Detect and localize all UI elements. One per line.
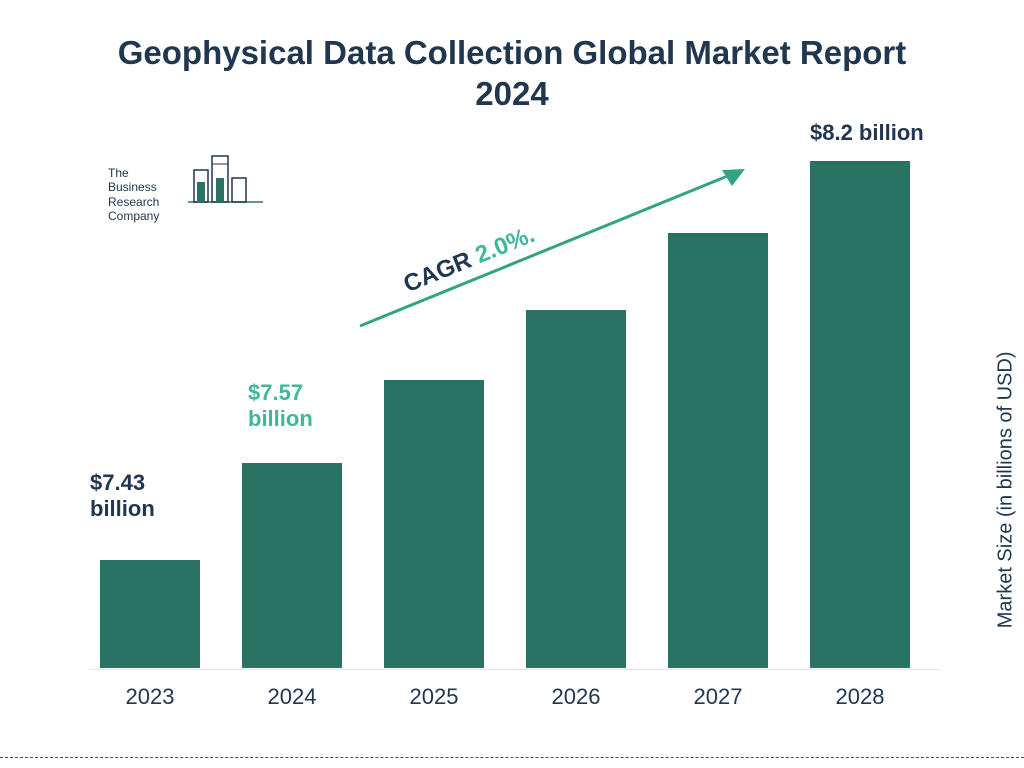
x-label-2028: 2028 [810,684,910,710]
value-label-0: $7.43billion [90,470,155,523]
bottom-dashed-border [0,757,1024,758]
bar-2024 [242,463,342,668]
chart-title: Geophysical Data Collection Global Marke… [0,32,1024,115]
value-label-2: $8.2 billion [810,120,924,146]
x-label-2027: 2027 [668,684,768,710]
bar-2023 [100,560,200,668]
trend-arrow [350,158,760,338]
y-axis-label: Market Size (in billions of USD) [995,352,1018,629]
x-label-2023: 2023 [100,684,200,710]
bar-2028 [810,161,910,668]
value-label-1: $7.57billion [248,380,313,433]
bar-2026 [526,310,626,668]
x-axis-line [90,669,940,670]
x-label-2025: 2025 [384,684,484,710]
bar-2025 [384,380,484,668]
x-label-2026: 2026 [526,684,626,710]
x-label-2024: 2024 [242,684,342,710]
